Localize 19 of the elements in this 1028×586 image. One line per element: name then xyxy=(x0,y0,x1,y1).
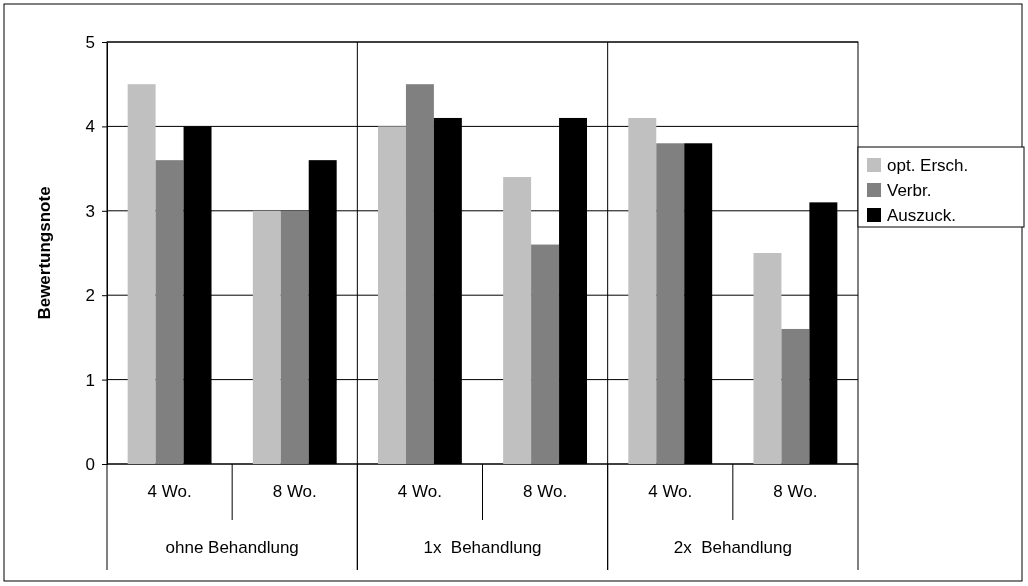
y-tick-label: 1 xyxy=(85,370,95,390)
text: ohne Behandlung xyxy=(165,538,299,557)
legend-label: Auszuck. xyxy=(887,206,956,225)
x-tick-label: 4 Wo. xyxy=(147,482,192,501)
y-axis-title: Bewertungsnote xyxy=(35,186,54,320)
y-tick-label: 3 xyxy=(85,201,95,221)
y-tick-label: 0 xyxy=(85,454,95,474)
y-tick-label: 4 xyxy=(85,117,95,137)
x-tick-label: 8 Wo. xyxy=(773,482,818,501)
text: 2x Behandlung xyxy=(673,538,792,557)
text: 1x Behandlung xyxy=(423,538,542,557)
y-tick-label: 5 xyxy=(85,32,95,52)
legend-label: opt. Ersch. xyxy=(887,156,969,175)
x-tick-label: 8 Wo. xyxy=(272,482,317,501)
y-tick-label: 2 xyxy=(85,286,95,306)
legend-label: Verbr. xyxy=(887,181,932,200)
x-tick-label: 8 Wo. xyxy=(523,482,568,501)
x-tick-label: 4 Wo. xyxy=(397,482,442,501)
x-tick-label: 4 Wo. xyxy=(648,482,693,501)
